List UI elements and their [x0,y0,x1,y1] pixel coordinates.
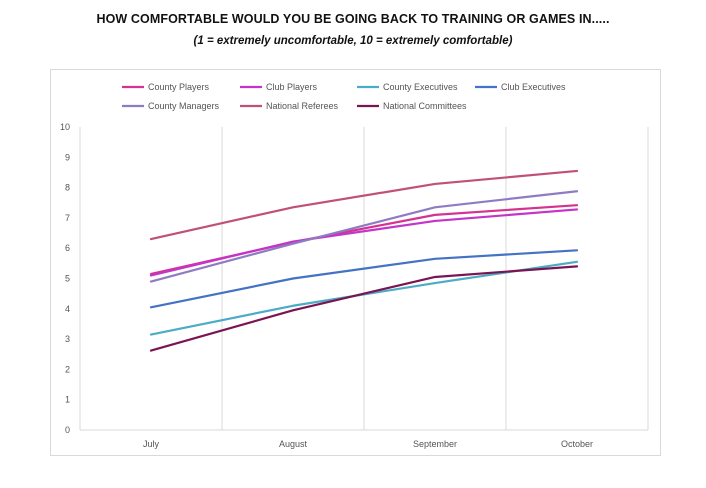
y-tick-label: 7 [65,213,70,223]
grid-lines [79,127,649,431]
y-axis-ticks: 0 1 2 3 4 5 6 7 8 9 10 [60,122,70,435]
legend-label: Club Executives [501,82,566,92]
legend-label: National Committees [383,101,467,111]
y-tick-label: 0 [65,425,70,435]
y-tick-label: 6 [65,243,70,253]
y-tick-label: 10 [60,122,70,132]
y-tick-label: 2 [65,364,70,374]
y-tick-label: 8 [65,183,70,193]
x-tick-label: July [143,439,160,449]
y-tick-label: 4 [65,304,70,314]
x-axis-ticks: July August September October [143,439,593,449]
y-tick-label: 1 [65,395,70,405]
legend: County Players Club Players County Executi… [122,82,566,111]
series-lines [149,169,579,352]
legend-label: National Referees [266,101,339,111]
series-line-national-committees [149,265,579,352]
legend-label: County Executives [383,82,458,92]
x-tick-label: October [561,439,593,449]
legend-label: Club Players [266,82,318,92]
x-tick-label: September [413,439,457,449]
chart-subtitle: (1 = extremely uncomfortable, 10 = extre… [193,35,513,47]
legend-label: County Players [148,82,210,92]
chart-frame [50,69,661,456]
series-line-club-executives [149,249,579,309]
chart-title: HOW COMFORTABLE WOULD YOU BE GOING BACK … [96,12,610,26]
y-tick-label: 3 [65,334,70,344]
legend-label: County Managers [148,101,220,111]
series-line-club-players [149,208,579,277]
x-tick-label: August [279,439,308,449]
series-line-national-referees [149,169,579,241]
y-tick-label: 5 [65,274,70,284]
series-line-county-managers [149,190,579,283]
y-tick-label: 9 [65,152,70,162]
